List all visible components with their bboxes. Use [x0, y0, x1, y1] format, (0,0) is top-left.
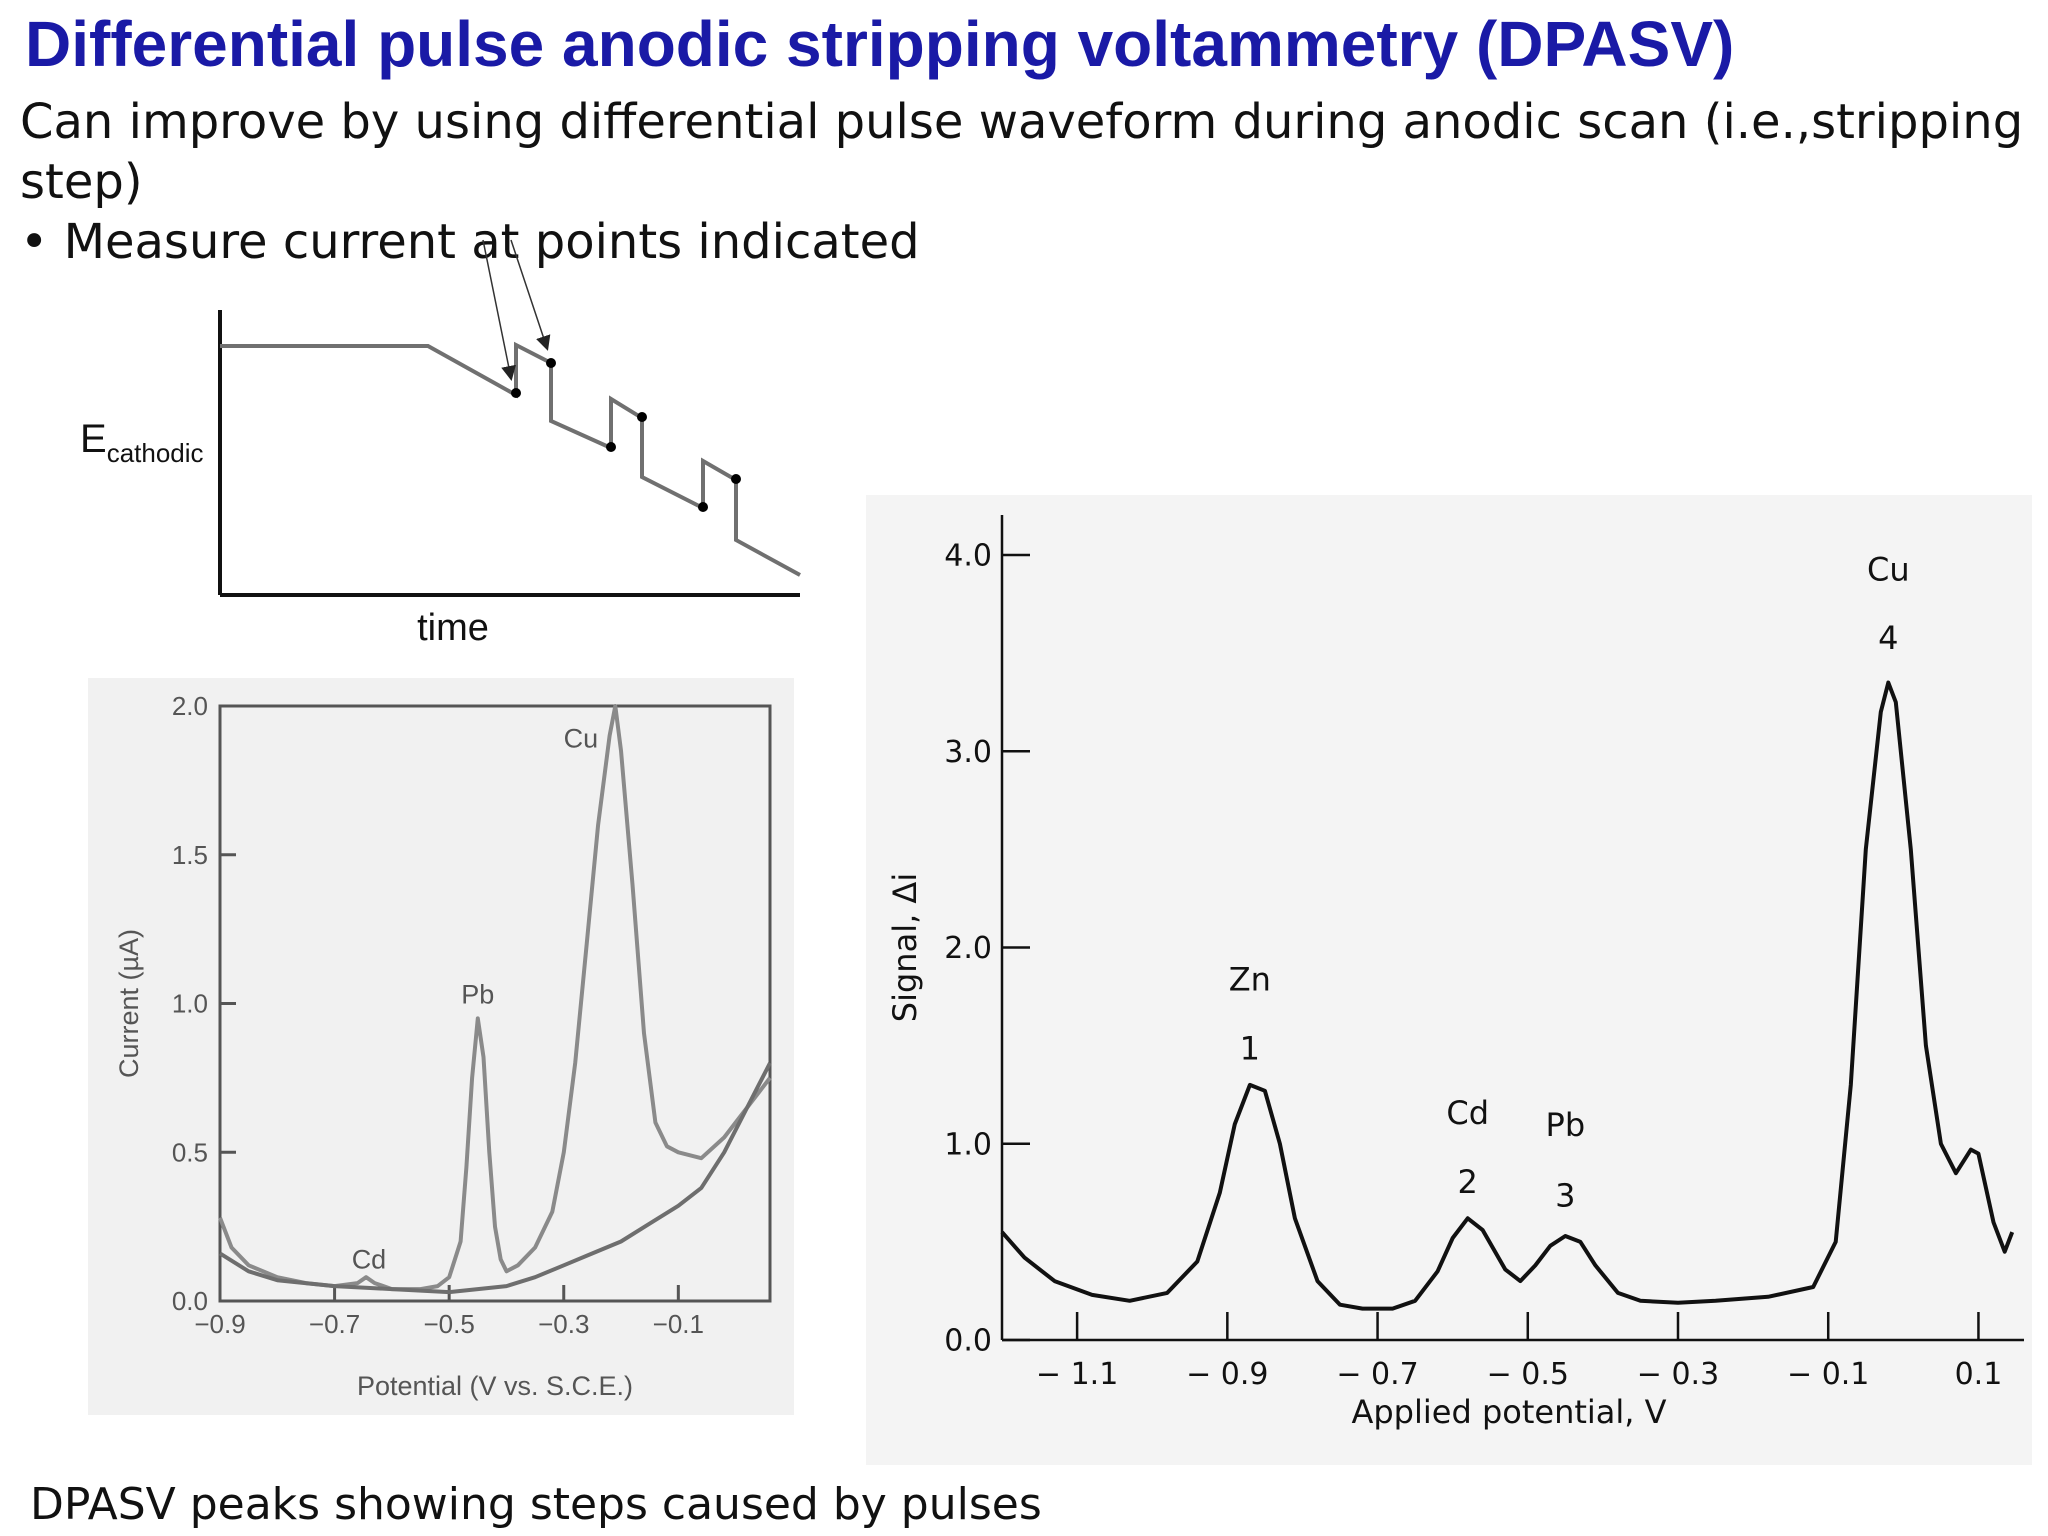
y-tick-label: 1.0: [944, 1127, 992, 1162]
waveform-diagram: Ecathodic time: [80, 239, 801, 649]
y-tick-label: 1.5: [172, 840, 208, 870]
y-tick-label: 0.5: [172, 1137, 208, 1167]
series-line-2: [218, 1062, 772, 1295]
x-tick-label: −0.1: [653, 1309, 704, 1339]
x-tick-label: −0.3: [538, 1309, 589, 1339]
measure-point: [698, 502, 708, 512]
y-tick-label: 4.0: [944, 539, 992, 574]
series-line-1: [218, 704, 772, 1292]
peak-label: Cd: [1446, 1094, 1489, 1132]
measure-point: [511, 388, 521, 398]
x-tick-label: −0.7: [309, 1309, 360, 1339]
peak-label: 4: [1878, 619, 1898, 657]
series-line-1: [1000, 680, 2015, 1311]
peak-label: 1: [1240, 1029, 1260, 1067]
x-axis-label: Applied potential, V: [1351, 1393, 1666, 1431]
slide-title: Differential pulse anodic stripping volt…: [25, 8, 1735, 80]
x-tick-label: −0.9: [194, 1309, 245, 1339]
y-tick-label: 3.0: [944, 735, 992, 770]
x-axis-label: Potential (V vs. S.C.E.): [357, 1371, 633, 1401]
x-tick-label: − 0.7: [1336, 1357, 1418, 1392]
indicator-arrow: [510, 239, 551, 351]
peak-label: 3: [1555, 1177, 1575, 1215]
right-chart: 0.0 1.0 2.0 3.0 4.0 − 1.1 − 0.9 − 0.7 − 0.5 − 0.3…: [866, 495, 2032, 1465]
x-tick-label: − 0.9: [1186, 1357, 1268, 1392]
waveform-xlabel: time: [417, 607, 489, 649]
right-chart-background: [866, 495, 2032, 1465]
peak-label: Cu: [1867, 551, 1910, 589]
waveform-ylabel: Ecathodic: [80, 417, 204, 468]
peak-label: Pb: [1546, 1106, 1586, 1144]
y-tick-label: 2.0: [172, 691, 208, 721]
peak-label: Zn: [1229, 961, 1271, 999]
y-tick-label: 1.0: [172, 989, 208, 1019]
peak-label: Pb: [461, 980, 494, 1010]
measure-point: [606, 442, 616, 452]
y-axis-label: Current (µA): [114, 929, 144, 1078]
peak-label: Cd: [352, 1244, 387, 1274]
measure-point: [637, 412, 647, 422]
x-tick-label: 0.1: [1955, 1357, 2003, 1392]
y-tick-label: 0.0: [172, 1286, 208, 1316]
measure-point: [546, 358, 556, 368]
slide-body: Can improve by using differential pulse …: [20, 92, 2040, 272]
intro-text: Can improve by using differential pulse …: [20, 94, 2024, 210]
peak-label: Cu: [564, 724, 599, 754]
y-tick-label: 0.0: [944, 1324, 992, 1359]
bullet-text: • Measure current at points indicated: [20, 214, 920, 270]
y-axis-label: Signal, Δi: [886, 873, 924, 1022]
x-tick-label: − 0.3: [1637, 1357, 1719, 1392]
measure-point: [731, 474, 741, 484]
y-tick-label: 2.0: [944, 931, 992, 966]
pulse-waveform-line: [220, 341, 801, 577]
x-tick-label: − 1.1: [1036, 1357, 1118, 1392]
x-tick-label: − 0.1: [1787, 1357, 1869, 1392]
peak-label: 2: [1458, 1163, 1478, 1201]
slide-caption: DPASV peaks showing steps caused by puls…: [30, 1479, 1042, 1530]
x-tick-label: −0.5: [424, 1309, 475, 1339]
indicator-arrow: [482, 239, 516, 381]
left-chart: 0.0 0.5 1.0 1.5 2.0 −0.9 −0.7 −0.5 −0.3 −0.1 Poten…: [88, 678, 794, 1415]
x-tick-label: − 0.5: [1487, 1357, 1569, 1392]
